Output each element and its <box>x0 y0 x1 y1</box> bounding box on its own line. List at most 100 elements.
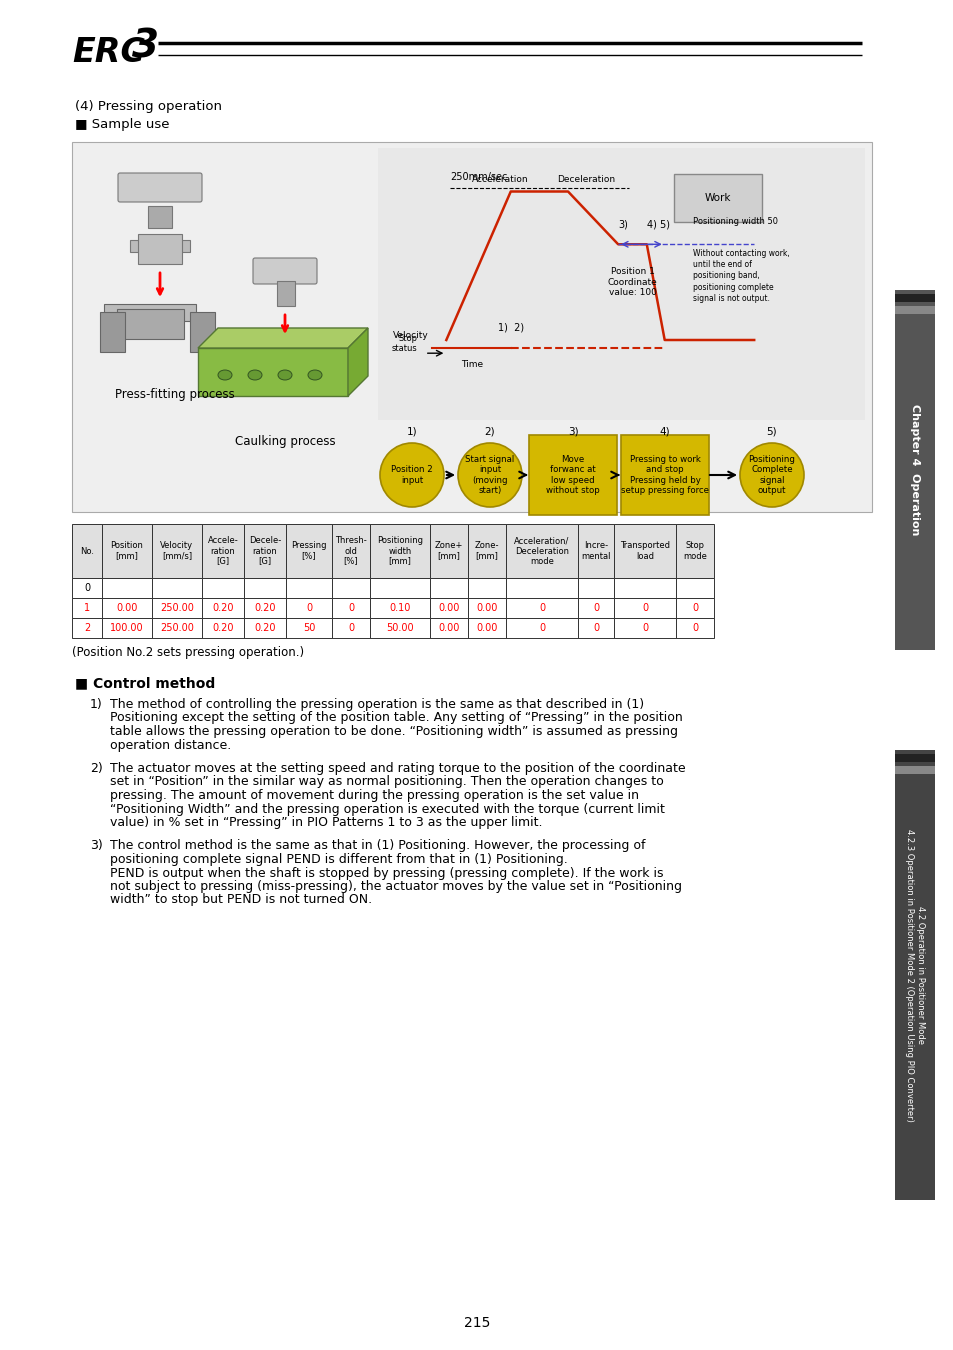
Text: 0.20: 0.20 <box>254 622 275 633</box>
Text: 2): 2) <box>90 761 103 775</box>
Text: 1)  2): 1) 2) <box>497 323 523 332</box>
Text: Velocity: Velocity <box>393 331 428 340</box>
Text: The control method is the same as that in (1) Positioning. However, the processi: The control method is the same as that i… <box>110 840 645 852</box>
Bar <box>894 306 934 315</box>
Text: The method of controlling the pressing operation is the same as that described i: The method of controlling the pressing o… <box>110 698 643 711</box>
FancyBboxPatch shape <box>253 258 316 284</box>
Text: Acceleration: Acceleration <box>471 174 528 184</box>
FancyBboxPatch shape <box>276 281 294 306</box>
FancyBboxPatch shape <box>430 618 468 639</box>
Text: pressing. The amount of movement during the pressing operation is the set value : pressing. The amount of movement during … <box>110 788 639 802</box>
FancyBboxPatch shape <box>152 618 202 639</box>
Text: operation distance.: operation distance. <box>110 738 231 752</box>
FancyBboxPatch shape <box>676 578 713 598</box>
FancyBboxPatch shape <box>102 524 152 578</box>
Text: Start signal
input
(moving
start): Start signal input (moving start) <box>465 455 514 495</box>
FancyBboxPatch shape <box>286 524 332 578</box>
Text: 250.00: 250.00 <box>160 603 193 613</box>
Ellipse shape <box>277 370 292 379</box>
FancyBboxPatch shape <box>190 312 214 352</box>
Text: Stop
mode: Stop mode <box>682 541 706 560</box>
FancyBboxPatch shape <box>152 524 202 578</box>
FancyBboxPatch shape <box>152 578 202 598</box>
Text: Incre-
mental: Incre- mental <box>580 541 610 560</box>
Text: The actuator moves at the setting speed and rating torque to the position of the: The actuator moves at the setting speed … <box>110 761 685 775</box>
Text: 0.20: 0.20 <box>212 603 233 613</box>
Text: set in “Position” in the similar way as normal positioning. Then the operation c: set in “Position” in the similar way as … <box>110 775 663 788</box>
Text: 0.00: 0.00 <box>476 622 497 633</box>
Text: Positioning
width
[mm]: Positioning width [mm] <box>376 536 422 566</box>
Ellipse shape <box>218 370 232 379</box>
Text: 0: 0 <box>538 603 544 613</box>
Text: 0.20: 0.20 <box>254 603 275 613</box>
FancyBboxPatch shape <box>430 598 468 618</box>
FancyBboxPatch shape <box>468 618 505 639</box>
Text: 0.10: 0.10 <box>389 603 410 613</box>
FancyBboxPatch shape <box>148 207 172 228</box>
FancyBboxPatch shape <box>286 618 332 639</box>
Text: 0: 0 <box>348 603 354 613</box>
FancyBboxPatch shape <box>71 578 102 598</box>
FancyBboxPatch shape <box>377 148 864 420</box>
FancyBboxPatch shape <box>286 578 332 598</box>
Text: (4) Pressing operation: (4) Pressing operation <box>75 100 222 113</box>
FancyBboxPatch shape <box>100 312 125 352</box>
Text: 4.2 Operation in Positioner Mode
4.2.3 Operation in Positioner Mode 2 (Operation: 4.2 Operation in Positioner Mode 4.2.3 O… <box>904 829 924 1122</box>
FancyBboxPatch shape <box>430 524 468 578</box>
Text: 0: 0 <box>691 622 698 633</box>
FancyBboxPatch shape <box>370 598 430 618</box>
Text: (Position No.2 sets pressing operation.): (Position No.2 sets pressing operation.) <box>71 647 304 659</box>
Text: ERC: ERC <box>71 35 145 69</box>
Circle shape <box>457 443 521 508</box>
Bar <box>894 294 934 302</box>
Text: PEND is output when the shaft is stopped by pressing (pressing complete). If the: PEND is output when the shaft is stopped… <box>110 867 662 879</box>
Text: 215: 215 <box>463 1316 490 1330</box>
FancyBboxPatch shape <box>286 598 332 618</box>
FancyBboxPatch shape <box>370 578 430 598</box>
FancyBboxPatch shape <box>370 618 430 639</box>
FancyBboxPatch shape <box>430 578 468 598</box>
FancyBboxPatch shape <box>104 304 195 321</box>
FancyBboxPatch shape <box>505 618 578 639</box>
FancyBboxPatch shape <box>244 598 286 618</box>
Text: Zone-
[mm]: Zone- [mm] <box>475 541 498 560</box>
Text: 0: 0 <box>641 622 647 633</box>
Text: 50.00: 50.00 <box>386 622 414 633</box>
FancyBboxPatch shape <box>102 578 152 598</box>
Bar <box>894 755 934 761</box>
FancyBboxPatch shape <box>102 618 152 639</box>
Text: value) in % set in “Pressing” in PIO Patterns 1 to 3 as the upper limit.: value) in % set in “Pressing” in PIO Pat… <box>110 815 542 829</box>
Text: 0: 0 <box>348 622 354 633</box>
Text: 1): 1) <box>406 427 416 437</box>
FancyBboxPatch shape <box>152 598 202 618</box>
Text: 0: 0 <box>691 603 698 613</box>
Text: Zone+
[mm]: Zone+ [mm] <box>435 541 463 560</box>
FancyBboxPatch shape <box>620 435 708 514</box>
Text: 4) 5): 4) 5) <box>646 220 669 230</box>
Text: Decele-
ration
[G]: Decele- ration [G] <box>249 536 281 566</box>
Text: 50: 50 <box>302 622 314 633</box>
Text: No.: No. <box>80 547 94 555</box>
Text: Transported
load: Transported load <box>619 541 669 560</box>
Text: Position 1
Coordinate
value: 100: Position 1 Coordinate value: 100 <box>607 267 657 297</box>
FancyBboxPatch shape <box>676 598 713 618</box>
Text: 0: 0 <box>84 583 90 593</box>
Text: not subject to pressing (miss-pressing), the actuator moves by the value set in : not subject to pressing (miss-pressing),… <box>110 880 681 892</box>
FancyBboxPatch shape <box>370 524 430 578</box>
FancyBboxPatch shape <box>614 578 676 598</box>
Text: 1: 1 <box>84 603 90 613</box>
FancyBboxPatch shape <box>505 524 578 578</box>
Polygon shape <box>198 328 368 348</box>
Text: Positioning except the setting of the position table. Any setting of “Pressing” : Positioning except the setting of the po… <box>110 711 682 725</box>
Text: 250mm/sec: 250mm/sec <box>450 171 507 182</box>
Text: 0.20: 0.20 <box>212 622 233 633</box>
Text: 1): 1) <box>90 698 103 711</box>
FancyBboxPatch shape <box>71 142 871 512</box>
FancyBboxPatch shape <box>244 578 286 598</box>
Text: Stop
status: Stop status <box>392 333 417 352</box>
Polygon shape <box>348 328 368 396</box>
Text: Positioning
Complete
signal
output: Positioning Complete signal output <box>748 455 795 495</box>
FancyBboxPatch shape <box>614 598 676 618</box>
Text: Without contacting work,
until the end of
positioning band,
positioning complete: Without contacting work, until the end o… <box>693 250 789 302</box>
Bar <box>894 751 934 1200</box>
